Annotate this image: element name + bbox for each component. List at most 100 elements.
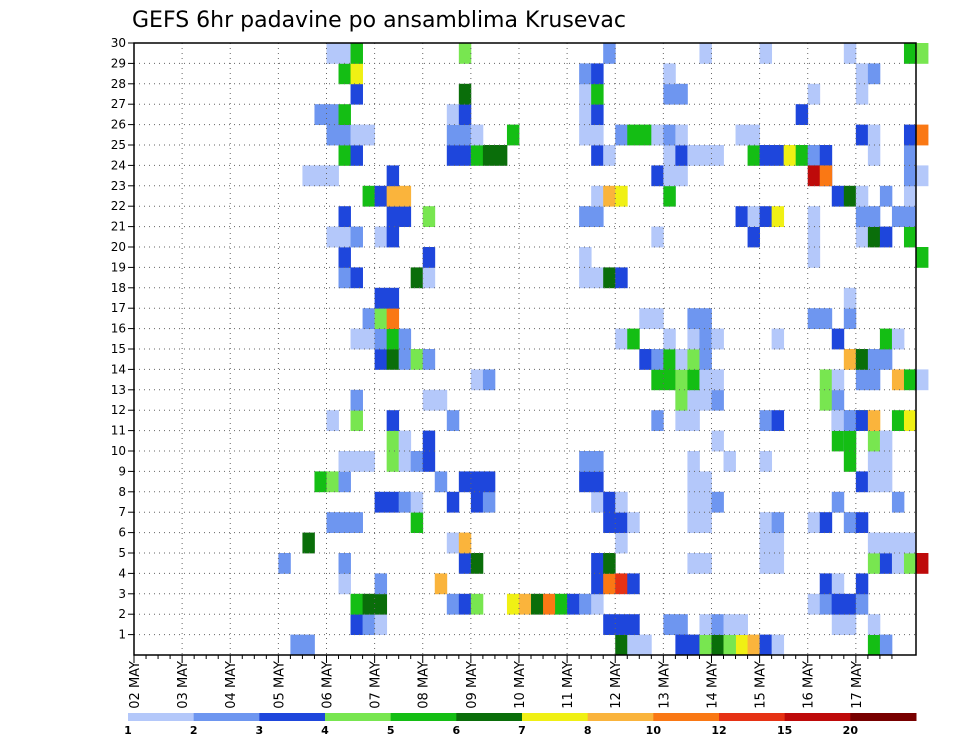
heatmap-cell: [819, 512, 833, 533]
colorbar-label: 10: [646, 724, 662, 737]
heatmap-cell: [807, 165, 821, 187]
colorbar-segment: [456, 713, 523, 721]
heatmap-cell: [916, 124, 929, 146]
heatmap-cell: [579, 104, 592, 125]
heatmap-cell: [362, 185, 376, 207]
heatmap-cell: [458, 104, 472, 125]
y-tick-label: 4: [118, 566, 126, 580]
colorbar-label: 1: [124, 724, 132, 737]
colorbar-segment: [390, 713, 457, 721]
heatmap-cell: [362, 328, 376, 350]
x-tick-label: 10 MAY: [513, 661, 528, 709]
heatmap-cell: [687, 308, 700, 329]
heatmap-cell: [759, 553, 773, 574]
heatmap-cell: [350, 410, 363, 431]
heatmap-cell: [579, 593, 592, 615]
heatmap-cell: [302, 165, 315, 187]
heatmap-cell: [518, 593, 532, 615]
heatmap-cell: [699, 349, 712, 370]
heatmap-cell: [555, 593, 568, 615]
heatmap-cell: [699, 634, 712, 656]
heatmap-cell: [579, 247, 592, 268]
heatmap-cell: [591, 593, 604, 615]
heatmap-cell: [867, 553, 881, 574]
heatmap-cell: [916, 165, 929, 187]
heatmap-cell: [482, 491, 496, 513]
heatmap-cell: [374, 226, 388, 248]
heatmap-cell: [615, 634, 628, 656]
heatmap-cell: [843, 185, 857, 207]
heatmap-cell: [663, 165, 676, 187]
colorbar-label: 20: [843, 724, 859, 737]
heatmap-cell: [446, 532, 460, 554]
heatmap-cell: [711, 145, 724, 166]
y-tick-label: 16: [111, 322, 126, 336]
heatmap-cell: [771, 634, 785, 656]
heatmap-cell: [687, 410, 700, 431]
heatmap-cell: [627, 573, 640, 595]
heatmap-cell: [410, 512, 424, 533]
heatmap-cell: [338, 451, 351, 472]
heatmap-cell: [819, 573, 833, 595]
heatmap-cell: [855, 410, 869, 431]
heatmap-cell: [639, 308, 652, 329]
y-tick-label: 8: [118, 485, 126, 499]
y-tick-label: 25: [111, 138, 126, 152]
heatmap-cell: [338, 43, 351, 64]
heatmap-cell: [867, 634, 881, 656]
y-tick-label: 13: [111, 383, 126, 397]
heatmap-cell: [362, 308, 376, 329]
heatmap-cell: [843, 451, 857, 472]
heatmap-cell: [891, 553, 905, 574]
heatmap-cell: [759, 634, 773, 656]
heatmap-cell: [867, 369, 881, 391]
heatmap-cell: [855, 369, 869, 391]
colorbar-label: 3: [256, 724, 264, 737]
heatmap-cell: [350, 389, 363, 411]
heatmap-cell: [771, 206, 785, 227]
colorbar-segment: [850, 713, 917, 721]
heatmap-cell: [916, 369, 929, 391]
heatmap-cell: [687, 491, 700, 513]
heatmap-cell: [470, 145, 484, 166]
heatmap-cell: [579, 63, 592, 85]
heatmap-cell: [446, 491, 460, 513]
heatmap-cell: [903, 145, 917, 166]
heatmap-cell: [651, 369, 664, 391]
heatmap-cell: [374, 573, 388, 595]
y-tick-label: 18: [111, 281, 126, 295]
colorbar-segment: [784, 713, 851, 721]
heatmap-cell: [916, 553, 929, 574]
heatmap-cell: [699, 389, 712, 411]
heatmap-cell: [470, 593, 484, 615]
heatmap-cell: [891, 491, 905, 513]
heatmap-cell: [386, 349, 400, 370]
heatmap-cell: [867, 206, 881, 227]
heatmap-cell: [699, 328, 712, 350]
heatmap-cell: [663, 349, 676, 370]
colorbar-label: 2: [190, 724, 198, 737]
heatmap-cell: [374, 593, 388, 615]
y-tick-label: 2: [118, 607, 126, 621]
heatmap-cell: [711, 389, 724, 411]
heatmap-cell: [723, 451, 736, 472]
heatmap-cell: [747, 634, 760, 656]
heatmap-cell: [386, 226, 400, 248]
heatmap-cell: [591, 124, 604, 146]
colorbar-segment: [522, 713, 589, 721]
heatmap-cell: [350, 63, 363, 85]
heatmap-cell: [579, 451, 592, 472]
heatmap-cell: [675, 124, 688, 146]
heatmap-cell: [603, 491, 616, 513]
heatmap-cell: [891, 206, 905, 227]
y-tick-label: 21: [111, 220, 126, 234]
x-tick-label: 04 MAY: [224, 661, 239, 709]
heatmap-cell: [903, 124, 917, 146]
heatmap-cell: [651, 124, 664, 146]
heatmap-cell: [374, 491, 388, 513]
heatmap-cell: [591, 491, 604, 513]
heatmap-cell: [398, 328, 412, 350]
heatmap-cell: [374, 614, 388, 635]
heatmap-cell: [374, 287, 388, 309]
heatmap-cell: [506, 124, 520, 146]
